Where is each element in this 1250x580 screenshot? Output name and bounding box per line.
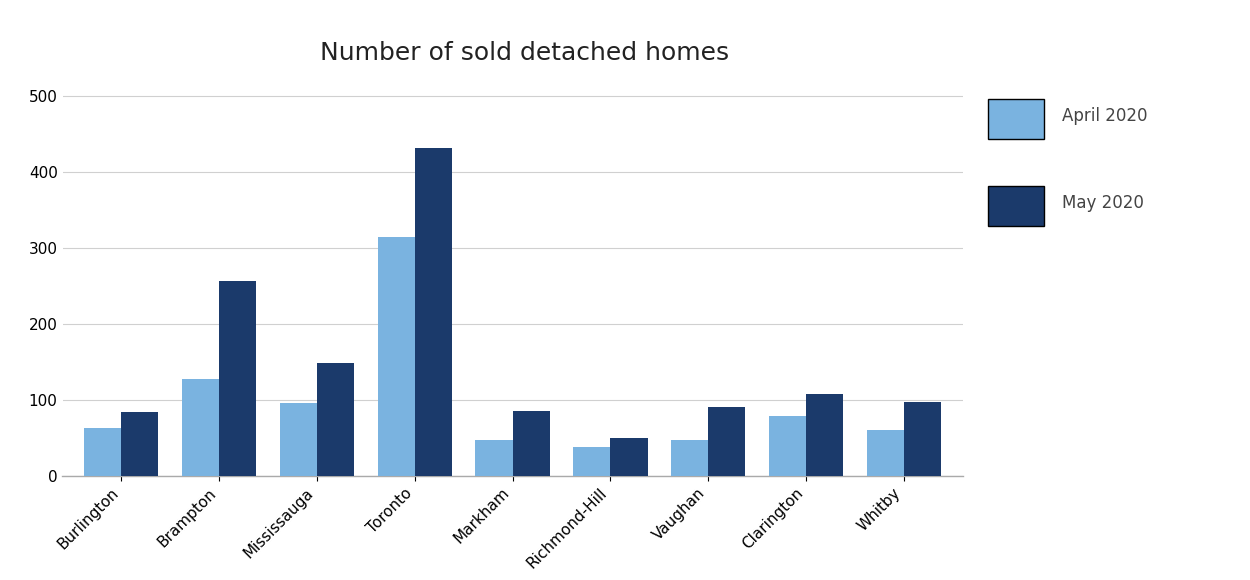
Bar bbox=[904, 402, 941, 476]
Bar bbox=[280, 403, 316, 476]
Bar bbox=[219, 281, 256, 476]
Bar bbox=[121, 412, 159, 476]
Bar bbox=[378, 237, 415, 476]
Bar bbox=[181, 379, 219, 476]
Bar bbox=[316, 363, 354, 476]
Bar bbox=[709, 407, 745, 476]
Bar bbox=[415, 148, 451, 476]
Bar bbox=[671, 440, 709, 476]
Text: May 2020: May 2020 bbox=[1062, 194, 1145, 212]
Bar bbox=[512, 411, 550, 476]
Text: roomvu: roomvu bbox=[986, 515, 1176, 558]
Bar bbox=[610, 438, 648, 476]
Text: Number of sold detached homes: Number of sold detached homes bbox=[320, 41, 730, 64]
Bar bbox=[806, 394, 844, 476]
Bar bbox=[475, 440, 512, 476]
Bar bbox=[574, 447, 610, 476]
Text: April 2020: April 2020 bbox=[1062, 107, 1148, 125]
Bar bbox=[866, 430, 904, 476]
Bar bbox=[769, 416, 806, 476]
Bar bbox=[84, 428, 121, 476]
